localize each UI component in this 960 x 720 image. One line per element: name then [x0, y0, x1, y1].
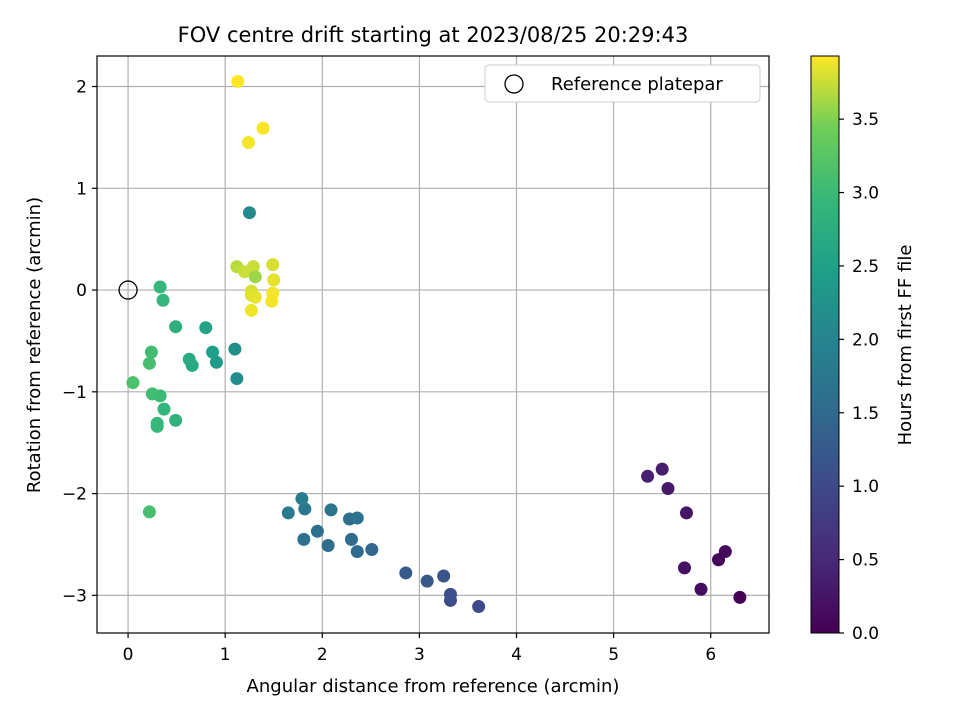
- chart-title: FOV centre drift starting at 2023/08/25 …: [178, 23, 689, 47]
- data-point: [244, 303, 258, 317]
- colorbar-tick-label: 3.0: [852, 184, 879, 204]
- plot-frame: [96, 55, 770, 634]
- data-point: [350, 511, 364, 525]
- data-point: [169, 413, 183, 427]
- colorbar-tick-label: 2.0: [852, 330, 879, 350]
- data-point: [144, 345, 158, 359]
- y-tick-label: 2: [76, 78, 87, 98]
- data-point: [443, 587, 457, 601]
- x-tick-label: 2: [317, 645, 328, 665]
- data-point: [718, 545, 732, 559]
- data-point: [281, 506, 295, 520]
- data-point: [228, 342, 242, 356]
- x-tick-label: 0: [123, 645, 134, 665]
- data-point: [267, 273, 281, 287]
- y-tick-label: −1: [62, 383, 87, 403]
- data-point: [248, 290, 262, 304]
- data-point: [231, 74, 245, 88]
- data-point: [153, 280, 167, 294]
- y-tick-label: 1: [76, 179, 87, 199]
- colorbar-tick-label: 0.0: [852, 624, 879, 644]
- legend-box: [484, 64, 761, 103]
- data-point: [324, 503, 338, 517]
- data-point: [182, 352, 196, 366]
- colorbar-tick-label: 1.0: [852, 477, 879, 497]
- data-point: [295, 492, 309, 506]
- data-point: [641, 469, 655, 483]
- data-point: [169, 320, 183, 334]
- colorbar-tick-label: 3.5: [852, 110, 879, 130]
- data-point: [420, 574, 434, 588]
- data-point: [350, 545, 364, 559]
- y-tick-label: −2: [62, 485, 87, 505]
- x-tick-label: 4: [511, 645, 522, 665]
- data-point: [248, 270, 262, 284]
- data-point: [655, 462, 669, 476]
- data-point: [246, 260, 260, 274]
- x-tick-label: 1: [220, 645, 231, 665]
- colorbar-label: Hours from first FF file: [895, 245, 916, 446]
- data-point: [472, 600, 486, 614]
- data-point: [142, 356, 156, 370]
- data-point: [365, 543, 379, 557]
- x-tick-label: 6: [705, 645, 716, 665]
- x-tick-label: 5: [608, 645, 619, 665]
- legend: Reference platepar: [484, 64, 761, 103]
- data-point: [142, 505, 156, 519]
- y-tick-label: −3: [62, 586, 87, 606]
- x-axis: 0 1 2 3 4 5 6: [123, 633, 716, 665]
- colorbar-tick-label: 2.5: [852, 257, 879, 277]
- data-point: [399, 566, 413, 580]
- colorbar: [810, 55, 840, 634]
- y-axis-label: Rotation from reference (arcmin): [24, 197, 45, 493]
- data-point: [733, 590, 747, 604]
- colorbar-tick-label: 0.5: [852, 551, 879, 571]
- data-point: [230, 372, 244, 386]
- data-point: [694, 582, 708, 596]
- y-tick-label: 0: [76, 281, 87, 301]
- data-point: [265, 294, 279, 308]
- legend-label: Reference platepar: [551, 74, 723, 95]
- data-point: [145, 387, 159, 401]
- data-point: [126, 376, 140, 390]
- data-point: [242, 206, 256, 220]
- data-point: [156, 293, 170, 307]
- data-point: [344, 532, 358, 546]
- y-axis: −3 −2 −1 0 1 2: [62, 78, 97, 606]
- data-point: [678, 561, 692, 575]
- data-point: [206, 345, 220, 359]
- data-point: [199, 321, 213, 335]
- data-point: [150, 416, 164, 430]
- data-point: [321, 538, 335, 552]
- plot-area: [97, 56, 769, 633]
- x-axis-label: Angular distance from reference (arcmin): [247, 676, 620, 697]
- data-point: [209, 355, 223, 369]
- colorbar-ticks: 0.0 0.5 1.0 1.5 2.0 2.5 3.0 3.5: [839, 110, 879, 644]
- colorbar-tick-label: 1.5: [852, 404, 879, 424]
- data-point: [241, 135, 255, 149]
- scatter-points: [126, 74, 747, 614]
- data-point: [661, 481, 675, 495]
- legend-reference-icon: [504, 74, 524, 94]
- data-point: [297, 532, 311, 546]
- data-point: [298, 502, 312, 516]
- data-point: [679, 506, 693, 520]
- data-point: [310, 524, 324, 538]
- data-point: [157, 402, 171, 416]
- data-point: [256, 121, 270, 135]
- x-tick-label: 3: [414, 645, 425, 665]
- reference-platepar-marker: [118, 280, 138, 300]
- data-point: [437, 569, 451, 583]
- data-point: [266, 258, 280, 272]
